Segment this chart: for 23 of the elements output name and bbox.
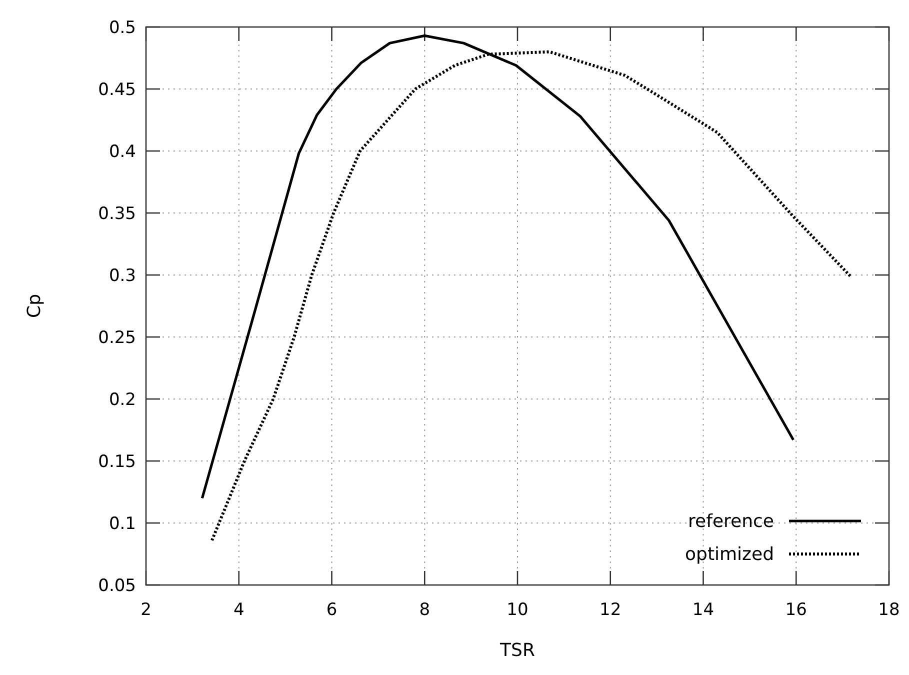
y-tick-label: 0.05: [98, 576, 136, 596]
x-tick-label: 8: [419, 600, 430, 620]
y-tick-label: 0.45: [98, 80, 136, 100]
x-tick-label: 6: [326, 600, 338, 620]
x-tick-label: 10: [506, 600, 528, 620]
y-axis-title: Cp: [24, 294, 45, 318]
x-tick-label: 16: [785, 600, 807, 620]
x-tick-label: 4: [233, 600, 244, 620]
x-tick-label: 18: [878, 600, 900, 620]
x-tick-label: 12: [600, 600, 622, 620]
y-tick-label: 0.25: [98, 328, 136, 348]
y-tick-label: 0.4: [108, 142, 136, 162]
y-tick-label: 0.5: [108, 18, 136, 38]
y-tick-label: 0.35: [98, 204, 136, 224]
y-tick-label: 0.1: [108, 514, 136, 534]
y-tick-label: 0.3: [108, 266, 136, 286]
x-tick-label: 2: [140, 600, 152, 620]
legend-label: optimized: [685, 544, 774, 565]
x-tick-label: 14: [692, 600, 714, 620]
y-tick-label: 0.15: [98, 452, 136, 472]
x-axis-title: TSR: [499, 640, 535, 661]
y-tick-label: 0.2: [108, 390, 136, 410]
legend-label: reference: [688, 511, 774, 532]
